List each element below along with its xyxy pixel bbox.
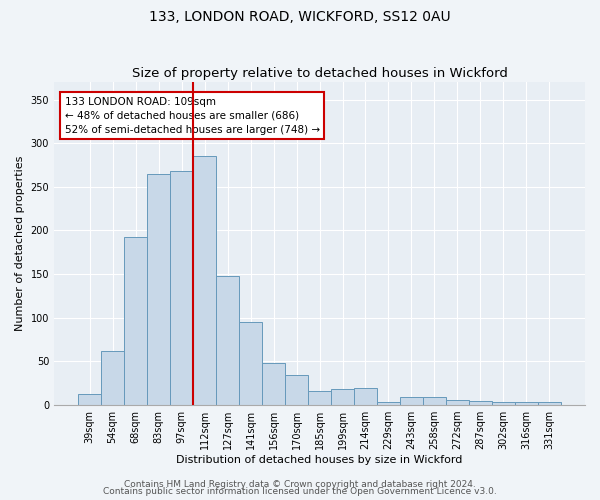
Bar	[538, 402, 561, 405]
Bar	[377, 402, 400, 405]
Bar	[147, 174, 170, 405]
Bar	[492, 402, 515, 405]
Text: Contains public sector information licensed under the Open Government Licence v3: Contains public sector information licen…	[103, 487, 497, 496]
Bar	[239, 322, 262, 405]
Title: Size of property relative to detached houses in Wickford: Size of property relative to detached ho…	[131, 66, 508, 80]
Bar	[124, 238, 147, 405]
Bar	[446, 400, 469, 405]
Bar	[354, 388, 377, 405]
Bar	[285, 374, 308, 405]
Bar	[170, 171, 193, 405]
Bar	[262, 363, 285, 405]
Text: Contains HM Land Registry data © Crown copyright and database right 2024.: Contains HM Land Registry data © Crown c…	[124, 480, 476, 489]
Bar	[331, 390, 354, 405]
Bar	[515, 402, 538, 405]
Text: 133, LONDON ROAD, WICKFORD, SS12 0AU: 133, LONDON ROAD, WICKFORD, SS12 0AU	[149, 10, 451, 24]
Y-axis label: Number of detached properties: Number of detached properties	[15, 156, 25, 332]
X-axis label: Distribution of detached houses by size in Wickford: Distribution of detached houses by size …	[176, 455, 463, 465]
Bar	[400, 397, 423, 405]
Bar	[423, 397, 446, 405]
Bar	[78, 394, 101, 405]
Bar	[216, 276, 239, 405]
Bar	[469, 400, 492, 405]
Text: 133 LONDON ROAD: 109sqm
← 48% of detached houses are smaller (686)
52% of semi-d: 133 LONDON ROAD: 109sqm ← 48% of detache…	[65, 96, 320, 134]
Bar	[308, 391, 331, 405]
Bar	[101, 351, 124, 405]
Bar	[193, 156, 216, 405]
